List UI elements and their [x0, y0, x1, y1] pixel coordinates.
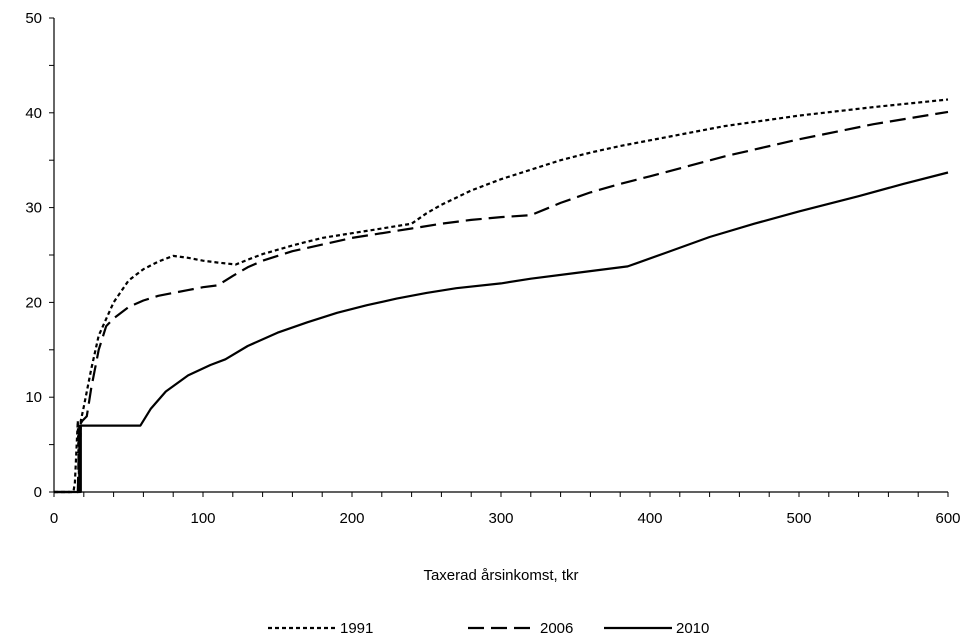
y-tick-label: 30	[25, 200, 42, 217]
legend-label-2006: 2006	[540, 620, 573, 637]
x-tick-label: 200	[339, 510, 364, 527]
x-tick-label: 600	[935, 510, 960, 527]
y-tick-label: 10	[25, 389, 42, 406]
y-tick-label: 40	[25, 105, 42, 122]
x-tick-label: 100	[190, 510, 215, 527]
x-tick-label: 500	[786, 510, 811, 527]
x-axis-title: Taxerad årsinkomst, tkr	[423, 567, 578, 584]
series-line-2006	[54, 110, 949, 494]
x-tick-label: 400	[637, 510, 662, 527]
y-tick-label: 20	[25, 294, 42, 311]
legend: 1991 2006 2010	[268, 620, 709, 637]
series-line-2010	[54, 171, 949, 494]
axes	[49, 17, 949, 497]
y-tick-label: 0	[34, 484, 42, 501]
x-tick-label: 0	[50, 510, 58, 527]
series-line-1991	[54, 98, 949, 494]
legend-label-1991: 1991	[340, 620, 373, 637]
x-tick-label: 300	[488, 510, 513, 527]
y-tick-label: 50	[25, 10, 42, 27]
legend-label-2010: 2010	[676, 620, 709, 637]
series-lines	[54, 98, 949, 494]
